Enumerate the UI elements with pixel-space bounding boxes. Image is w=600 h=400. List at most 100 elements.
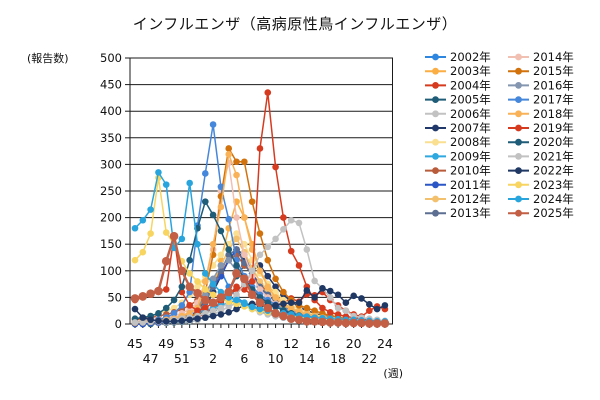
legend-label-2002年: 2002年 bbox=[450, 50, 491, 64]
legend-marker-dot-2024年 bbox=[515, 195, 522, 203]
data-point-2025年-w22 bbox=[365, 319, 374, 328]
legend-label-2018年: 2018年 bbox=[533, 107, 574, 121]
data-point-2016年-w3 bbox=[217, 262, 225, 269]
data-point-2007年-w9 bbox=[264, 272, 272, 280]
legend-marker-dot-2016年 bbox=[515, 82, 522, 89]
data-point-2025年-w45 bbox=[130, 294, 140, 303]
data-point-2019年-w18 bbox=[334, 311, 342, 318]
data-point-2022年-w46 bbox=[139, 314, 147, 321]
data-point-2023年-w1 bbox=[201, 286, 209, 293]
legend-marker-dot-2014年 bbox=[515, 53, 522, 61]
data-point-2021年-w9 bbox=[264, 243, 272, 251]
legend-label-2011年: 2011年 bbox=[450, 178, 491, 192]
data-point-2021年-w17 bbox=[326, 294, 334, 301]
legend-label-2016年: 2016年 bbox=[533, 78, 574, 92]
y-axis-tick-label: 150 bbox=[100, 237, 122, 251]
data-point-2016年-w4 bbox=[225, 256, 233, 264]
data-point-2024年-w49 bbox=[162, 181, 170, 188]
x-axis-tick-label: 10 bbox=[268, 351, 284, 366]
data-point-2023年-w2 bbox=[209, 291, 217, 299]
legend-label-2015年: 2015年 bbox=[533, 64, 574, 78]
data-point-2017年-w1 bbox=[201, 170, 209, 177]
data-point-2019年-w12 bbox=[287, 247, 295, 255]
data-point-2022年-w53 bbox=[194, 315, 201, 322]
data-point-2022年-w5 bbox=[233, 305, 240, 313]
data-point-2018年-w2 bbox=[209, 240, 217, 248]
data-point-2020年-w5 bbox=[233, 262, 240, 269]
data-point-2024年-w47 bbox=[147, 206, 154, 213]
data-point-2021年-w12 bbox=[287, 216, 295, 224]
data-point-2015年-w4 bbox=[225, 145, 233, 152]
data-point-2021年-w3 bbox=[217, 304, 225, 312]
data-point-2015年-w7 bbox=[248, 198, 256, 205]
data-point-2025年-w17 bbox=[325, 318, 335, 327]
data-point-2025年-w7 bbox=[247, 290, 257, 300]
data-point-2024年-w53 bbox=[194, 240, 201, 248]
legend-marker-dot-2013年 bbox=[432, 209, 439, 217]
data-point-2015年-w10 bbox=[272, 275, 279, 283]
legend-marker-dot-2005年 bbox=[432, 96, 439, 103]
data-point-2025年-w46 bbox=[138, 292, 148, 301]
data-point-2021年-w18 bbox=[334, 304, 342, 312]
data-point-2022年-w18 bbox=[334, 291, 342, 299]
data-point-2004年-w22 bbox=[366, 307, 373, 315]
data-point-2015年-w14 bbox=[303, 304, 311, 312]
data-point-2015年-w11 bbox=[280, 288, 287, 296]
data-point-2021年-w15 bbox=[311, 277, 318, 285]
legend-marker-dot-2004年 bbox=[432, 82, 439, 89]
data-point-2022年-w23 bbox=[373, 305, 381, 313]
y-axis-tick-label: 400 bbox=[100, 104, 122, 118]
data-point-2020年-w1 bbox=[201, 198, 209, 205]
legend-label-2013年: 2013年 bbox=[450, 206, 491, 220]
legend-marker-dot-2003年 bbox=[432, 67, 439, 75]
data-point-2025年-w20 bbox=[349, 318, 358, 328]
data-point-2022年-w45 bbox=[131, 305, 139, 313]
data-point-2019年-w53 bbox=[194, 307, 201, 315]
data-point-2008年-w10 bbox=[272, 288, 279, 296]
data-point-2022年-w14 bbox=[303, 287, 311, 294]
legend-label-2005年: 2005年 bbox=[450, 93, 491, 107]
legend-label-2020年: 2020年 bbox=[533, 135, 574, 149]
data-point-2022年-w11 bbox=[280, 300, 287, 308]
x-axis-tick-label: 51 bbox=[174, 351, 190, 366]
legend-label-2023年: 2023年 bbox=[533, 178, 574, 192]
data-point-2022年-w48 bbox=[155, 317, 162, 325]
data-point-2018年-w5 bbox=[233, 171, 240, 179]
data-point-2020年-w2 bbox=[209, 211, 217, 219]
data-point-2019年-w10 bbox=[272, 163, 279, 171]
data-point-2025年-w6 bbox=[240, 274, 249, 284]
data-point-2024年-w45 bbox=[131, 224, 139, 232]
chart-title: インフルエンザ（高病原性鳥インフルエンザ） bbox=[132, 15, 458, 33]
data-point-2008年-w3 bbox=[217, 251, 225, 259]
x-axis-tick-label: 8 bbox=[256, 336, 264, 351]
x-axis-tick-label: 14 bbox=[299, 351, 315, 366]
data-point-2025年-w11 bbox=[279, 311, 288, 321]
data-point-2022年-w50 bbox=[170, 318, 178, 325]
data-point-2023年-w47 bbox=[147, 230, 154, 237]
x-axis-tick-label: 53 bbox=[190, 336, 206, 351]
data-point-2015年-w6 bbox=[241, 158, 248, 166]
y-axis-tick-label: 100 bbox=[100, 264, 122, 278]
data-point-2018年-w10 bbox=[272, 294, 279, 301]
data-point-2025年-w50 bbox=[169, 231, 179, 241]
y-axis-tick-label: 50 bbox=[107, 290, 122, 304]
data-point-2020年-w51 bbox=[178, 283, 186, 291]
data-point-2025年-w52 bbox=[185, 282, 194, 292]
y-axis-tick-label: 450 bbox=[100, 78, 122, 92]
x-axis-tick-label: 24 bbox=[377, 336, 393, 351]
data-point-2025年-w48 bbox=[154, 286, 163, 296]
legend-label-2017年: 2017年 bbox=[533, 93, 574, 107]
legend-label-2010年: 2010年 bbox=[450, 164, 491, 178]
legend-marker-dot-2010年 bbox=[432, 167, 439, 175]
data-point-2024年-w2 bbox=[209, 280, 217, 288]
legend-marker-dot-2011年 bbox=[432, 181, 439, 189]
data-point-2015年-w5 bbox=[233, 158, 240, 166]
data-point-2025年-w13 bbox=[294, 315, 304, 325]
x-axis-tick-label: 4 bbox=[225, 336, 233, 351]
data-point-2023年-w53 bbox=[194, 278, 201, 285]
legend-label-2025年: 2025年 bbox=[533, 206, 574, 220]
data-point-2017年-w2 bbox=[209, 121, 217, 128]
data-point-2012年-w8 bbox=[256, 278, 264, 285]
